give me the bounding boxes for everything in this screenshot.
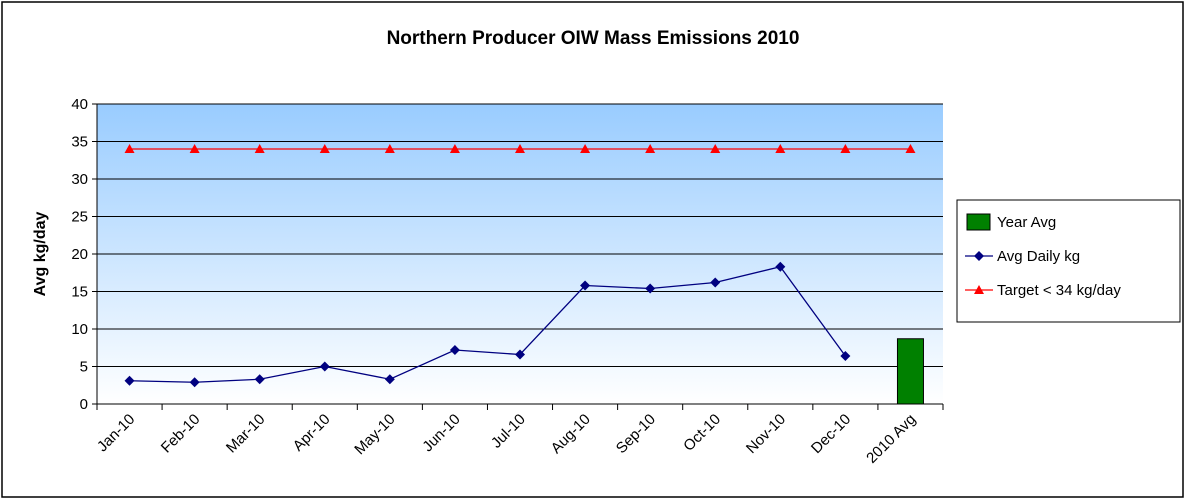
marker [905, 144, 916, 153]
marker [124, 144, 135, 153]
legend-key [966, 213, 991, 231]
marker [515, 349, 525, 360]
marker [645, 144, 656, 153]
marker [710, 277, 721, 288]
legend-marker [974, 251, 984, 261]
legend-label: Year Avg [997, 214, 1056, 231]
marker [840, 351, 851, 361]
marker [384, 144, 395, 153]
y-tick-label: 15 [71, 284, 88, 301]
y-tick-label: 10 [71, 321, 88, 338]
marker [189, 377, 200, 388]
marker [319, 361, 330, 372]
chart-title: Northern Producer OIW Mass Emissions 201… [387, 28, 800, 49]
y-tick-label: 5 [80, 359, 88, 376]
series-line [129, 266, 846, 383]
marker [710, 144, 721, 153]
y-tick-label: 35 [71, 134, 88, 151]
marker [189, 144, 200, 153]
legend-label: Avg Daily kg [997, 248, 1080, 265]
y-tick-label: 0 [80, 396, 88, 413]
marker [775, 144, 786, 153]
legend-marker [974, 285, 984, 294]
marker [580, 144, 591, 153]
marker [449, 144, 460, 153]
legend-box [956, 199, 1181, 323]
marker [254, 374, 265, 385]
y-tick-label: 25 [71, 209, 88, 226]
y-tick-label: 40 [71, 96, 88, 113]
marker [384, 374, 395, 385]
marker [124, 375, 135, 386]
legend-label: Target < 34 kg/day [997, 282, 1121, 299]
marker [645, 283, 656, 294]
marker [449, 345, 460, 355]
bar [896, 338, 924, 405]
marker [254, 144, 265, 153]
y-axis-label: Avg kg/day [32, 212, 49, 297]
marker [775, 261, 786, 272]
marker [515, 144, 525, 153]
y-tick-label: 20 [71, 246, 88, 263]
marker [319, 144, 330, 153]
marker [580, 280, 591, 291]
y-tick-label: 30 [71, 171, 88, 188]
marker [840, 144, 851, 153]
